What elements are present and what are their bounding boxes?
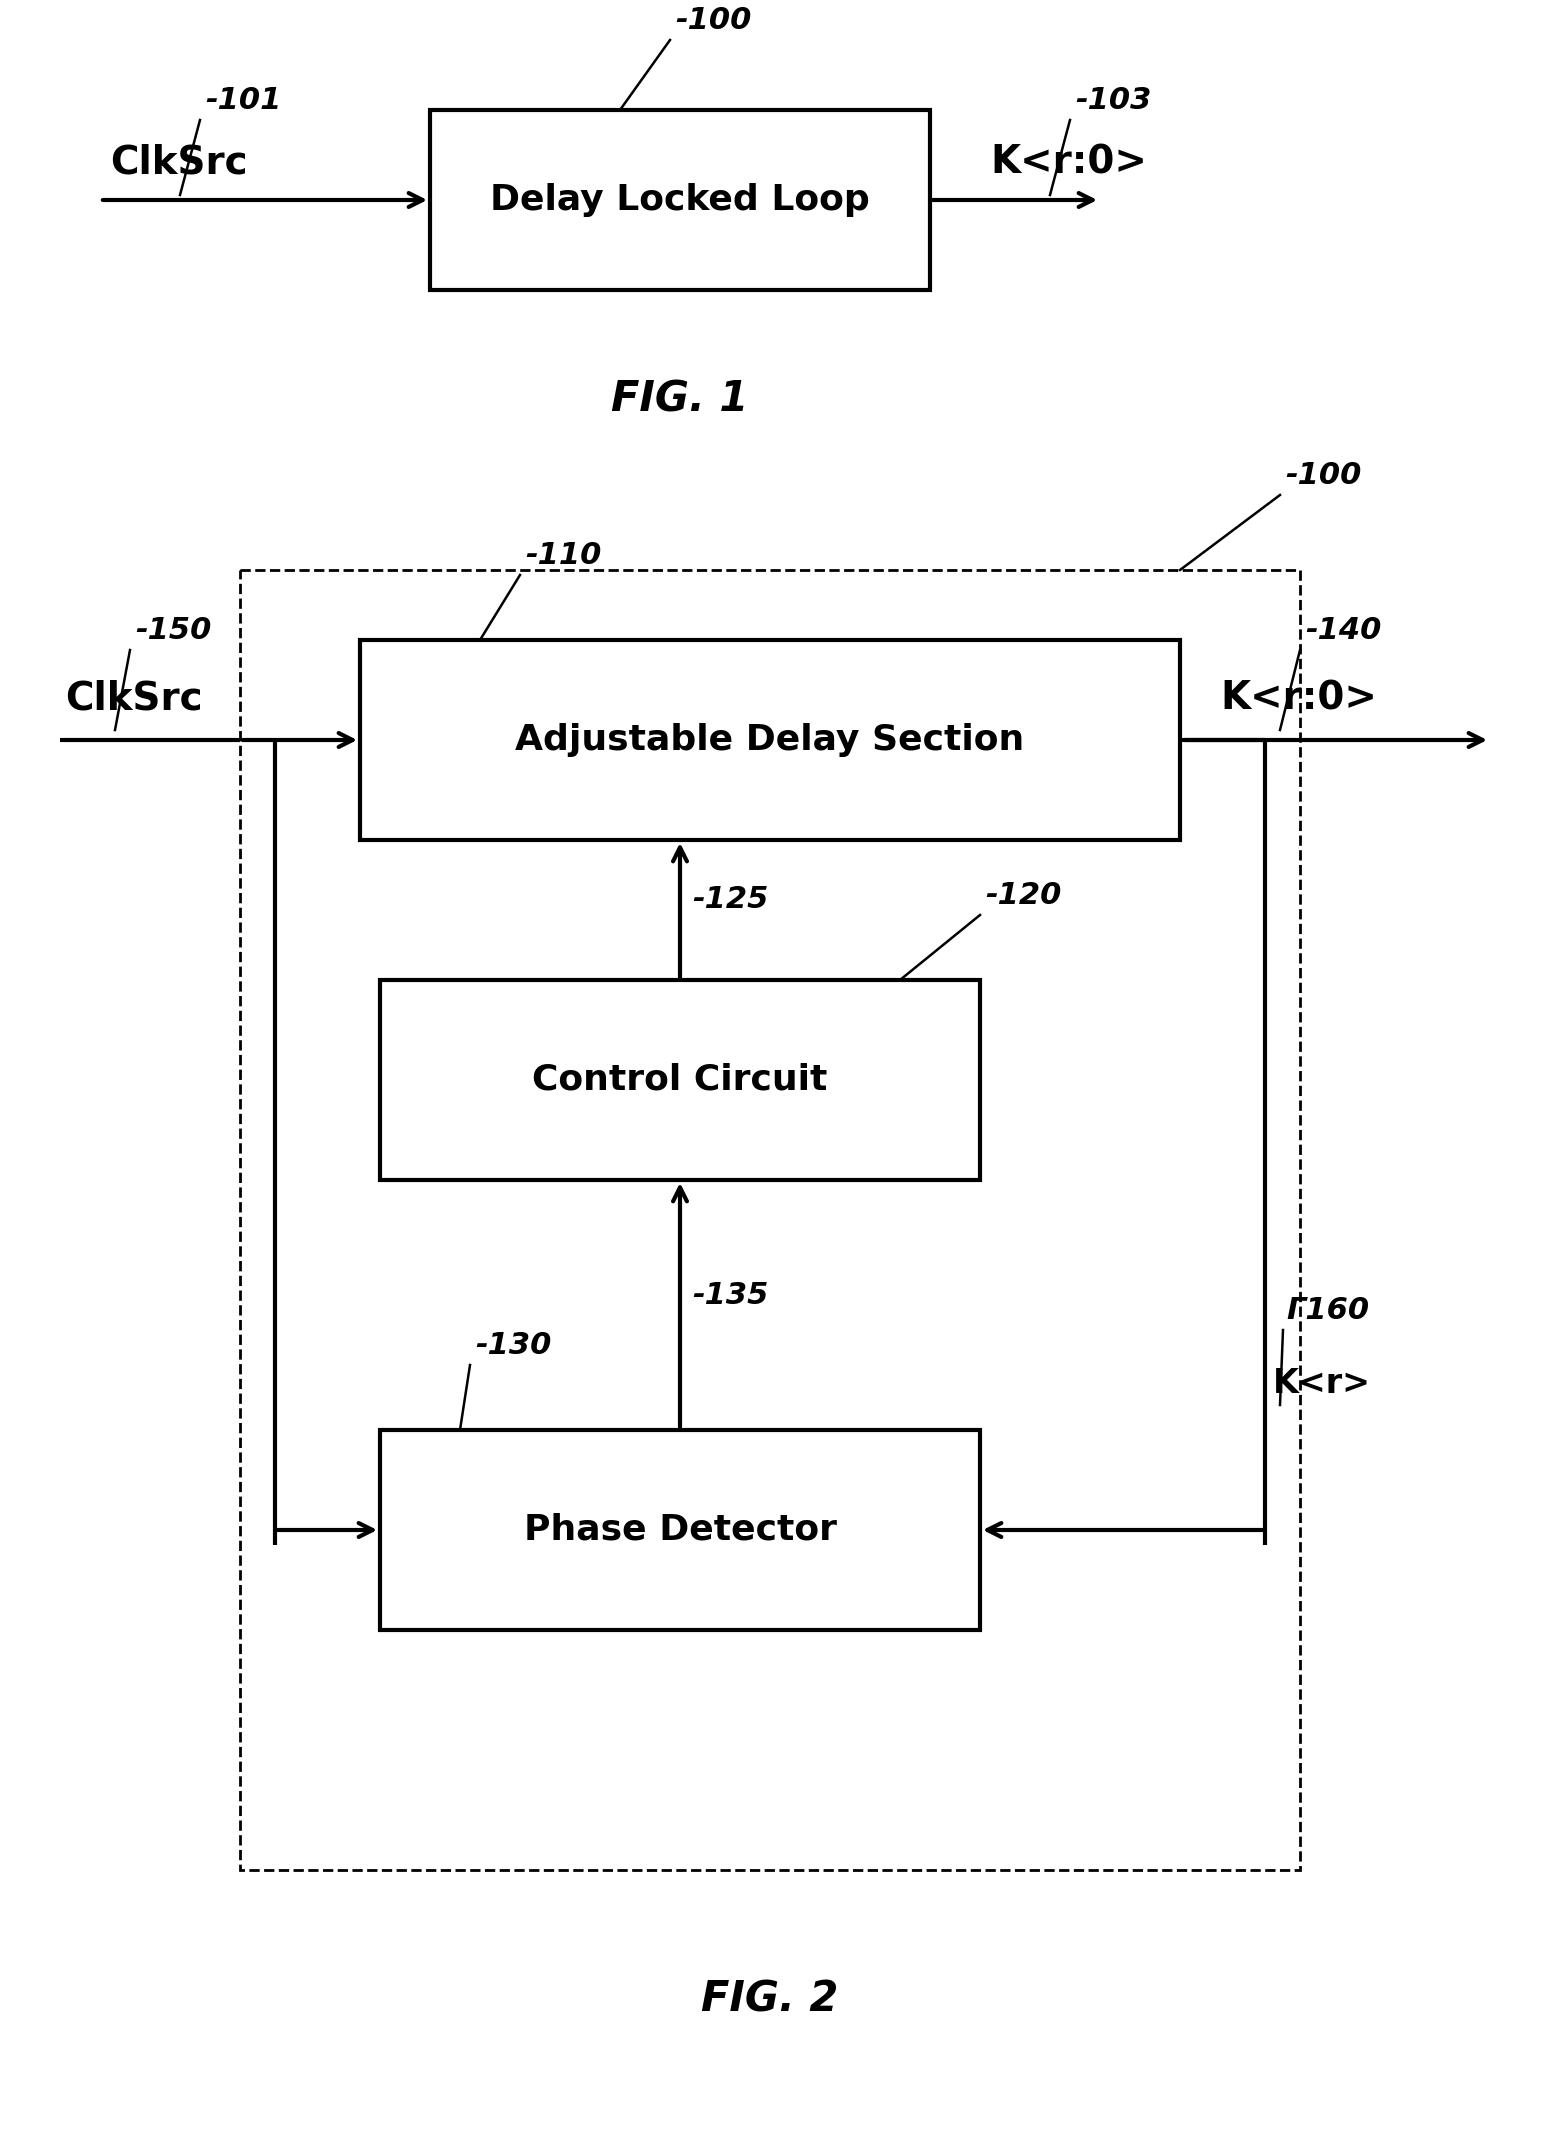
Text: ClkSrc: ClkSrc bbox=[65, 680, 203, 719]
Bar bbox=[241, 571, 1301, 1869]
Bar bbox=[380, 981, 979, 1180]
Text: Delay Locked Loop: Delay Locked Loop bbox=[490, 182, 869, 217]
Text: Phase Detector: Phase Detector bbox=[523, 1513, 837, 1547]
Text: ClkSrc: ClkSrc bbox=[110, 144, 248, 182]
Text: -125: -125 bbox=[692, 886, 768, 914]
Bar bbox=[360, 640, 1180, 839]
Text: -103: -103 bbox=[1076, 86, 1152, 116]
Text: K<r:0>: K<r:0> bbox=[990, 144, 1147, 182]
Bar bbox=[380, 1429, 979, 1631]
Text: FIG. 2: FIG. 2 bbox=[702, 1979, 838, 2022]
Text: -100: -100 bbox=[675, 6, 751, 34]
Text: -110: -110 bbox=[525, 541, 601, 571]
Text: FIG. 1: FIG. 1 bbox=[611, 380, 748, 421]
Text: -150: -150 bbox=[135, 616, 211, 646]
Text: K<r:0>: K<r:0> bbox=[1220, 680, 1377, 719]
Text: Control Circuit: Control Circuit bbox=[532, 1062, 827, 1097]
Text: -100: -100 bbox=[1285, 461, 1361, 489]
Text: Adjustable Delay Section: Adjustable Delay Section bbox=[515, 723, 1024, 758]
Text: -135: -135 bbox=[692, 1281, 768, 1309]
Text: -120: -120 bbox=[986, 882, 1062, 910]
Text: Γ160: Γ160 bbox=[1287, 1296, 1369, 1324]
Text: -130: -130 bbox=[475, 1331, 551, 1361]
Text: K<r>: K<r> bbox=[1273, 1367, 1370, 1399]
Text: -140: -140 bbox=[1305, 616, 1381, 646]
Text: -101: -101 bbox=[205, 86, 281, 116]
Bar bbox=[430, 109, 930, 290]
